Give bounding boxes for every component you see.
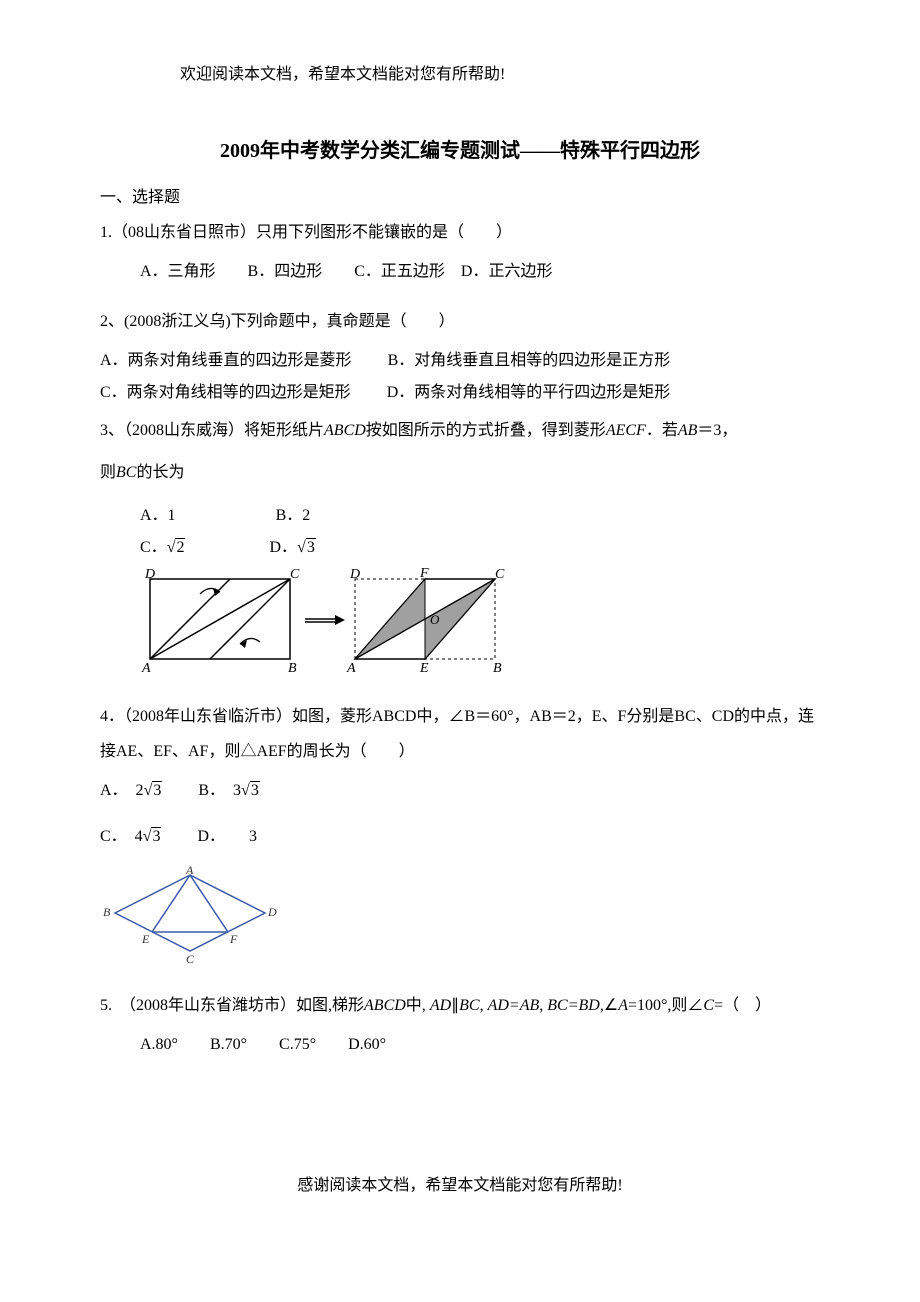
q5-stem-e: ,∠ [600, 997, 618, 1014]
q1-stem: 1.（08山东省日照市）只用下列图形不能镶嵌的是（ ） [100, 224, 512, 241]
q4-opt-b-pre: B． 3 [198, 782, 241, 799]
svg-text:D: D [349, 567, 360, 582]
q4-options-row1: A． 2 3 B． 3 3 [100, 775, 820, 807]
q5-stem-b: 中, [406, 997, 426, 1014]
q4-opt-a-pre: A． 2 [100, 782, 144, 799]
q5-stem-d: , [539, 997, 543, 1014]
q3-var-ab: AB [678, 422, 698, 439]
svg-text:C: C [290, 567, 300, 582]
q2-options-row2: C．两条对角线相等的四边形是矩形 D．两条对角线相等的平行四边形是矩形 [100, 377, 820, 409]
q5-var-ad: AD [430, 997, 451, 1014]
q3-figure: D C A B D F C A E B O [140, 564, 510, 684]
q5-var-bc: BC [459, 997, 479, 1014]
q3-opt-d-pre: D． [269, 539, 297, 556]
q4-opt-d: D． 3 [197, 828, 257, 845]
q2-opt-a: A．两条对角线垂直的四边形是菱形 [100, 352, 352, 369]
q5-var-bcbd: BC=BD [547, 997, 600, 1014]
q4-figure-block: A B D C E F [100, 863, 820, 978]
svg-text:B: B [493, 661, 502, 676]
svg-text:A: A [185, 863, 194, 877]
q3-stem-a: 3、（2008山东威海）将矩形纸片 [100, 422, 324, 439]
svg-text:D: D [267, 905, 277, 919]
q3-opt-d-rad: 3 [306, 538, 316, 556]
q4-opt-c-pre: C． 4 [100, 828, 143, 845]
q5-stem-a: 5. （2008年山东省潍坊市）如图,梯形 [100, 997, 364, 1014]
q2-options-row1: A．两条对角线垂直的四边形是菱形 B．对角线垂直且相等的四边形是正方形 [100, 345, 820, 377]
q3-opt-a: A．1 [140, 507, 176, 524]
svg-text:O: O [430, 612, 440, 627]
question-3: 3、（2008山东威海）将矩形纸片ABCD按如图所示的方式折叠，得到菱形AECF… [100, 413, 820, 448]
q2-opt-c: C．两条对角线相等的四边形是矩形 [100, 384, 351, 401]
question-1: 1.（08山东省日照市）只用下列图形不能镶嵌的是（ ） [100, 215, 820, 250]
svg-text:F: F [419, 566, 429, 581]
q5-stem-c: , [480, 997, 484, 1014]
svg-text:B: B [103, 905, 111, 919]
q3-stem-e: 则 [100, 464, 116, 481]
q5-var-a: A [618, 997, 628, 1014]
q5-var-adab: AD=AB [488, 997, 540, 1014]
q3-var-abcd: ABCD [324, 422, 366, 439]
q4-opt-a-rad: 3 [152, 781, 162, 799]
q3-var-bc: BC [116, 464, 136, 481]
q4-figure: A B D C E F [100, 863, 280, 973]
header-note: 欢迎阅读本文档，希望本文档能对您有所帮助! [180, 60, 820, 84]
question-4: 4．（2008年山东省临沂市）如图，菱形ABCD中，∠B＝60°，AB＝2，E、… [100, 699, 820, 769]
q3-options-row1: A．1 B．2 [140, 500, 820, 532]
question-5: 5. （2008年山东省潍坊市）如图,梯形ABCD中, AD∥BC, AD=AB… [100, 988, 820, 1023]
q2-opt-b: B．对角线垂直且相等的四边形是正方形 [388, 352, 671, 369]
svg-text:B: B [288, 661, 297, 676]
q3-stem-f: 的长为 [136, 464, 184, 481]
question-3-line2: 则BC的长为 [100, 455, 820, 490]
q5-var-c: C [703, 997, 714, 1014]
svg-text:F: F [229, 932, 238, 946]
q4-stem: 4．（2008年山东省临沂市）如图，菱形ABCD中，∠B＝60°，AB＝2，E、… [100, 708, 814, 760]
q4-opt-c-rad: 3 [151, 827, 161, 845]
q3-opt-c-pre: C． [140, 539, 167, 556]
svg-text:A: A [141, 661, 151, 676]
q3-var-aecf: AECF [606, 422, 646, 439]
q2-opt-d: D．两条对角线相等的平行四边形是矩形 [387, 384, 671, 401]
svg-text:E: E [141, 932, 150, 946]
q4-opt-b-rad: 3 [250, 781, 260, 799]
q2-stem: 2、(2008浙江义乌)下列命题中，真命题是（ ） [100, 313, 455, 330]
svg-text:E: E [419, 661, 429, 676]
q5-var-abcd: ABCD [364, 997, 406, 1014]
document-title: 2009年中考数学分类汇编专题测试——特殊平行四边形 [100, 134, 820, 163]
q3-options-and-figure: A．1 B．2 C． 2 D． 3 D C A B [140, 500, 820, 689]
svg-text:D: D [144, 567, 155, 582]
footer-note: 感谢阅读本文档，希望本文档能对您有所帮助! [100, 1171, 820, 1195]
q3-stem-b: 按如图所示的方式折叠，得到菱形 [366, 422, 606, 439]
svg-text:C: C [495, 567, 505, 582]
q3-stem-d: ＝3， [697, 422, 737, 439]
question-2: 2、(2008浙江义乌)下列命题中，真命题是（ ） [100, 304, 820, 339]
q5-stem-f: =100°,则∠ [628, 997, 703, 1014]
q3-options-row2: C． 2 D． 3 [140, 532, 820, 564]
q1-options: A．三角形 B．四边形 C．正五边形 D．正六边形 [140, 256, 820, 288]
q5-stem-g: =（ ） [714, 997, 771, 1014]
document-page: 欢迎阅读本文档，希望本文档能对您有所帮助! 2009年中考数学分类汇编专题测试—… [0, 0, 920, 1302]
section-1-label: 一、选择题 [100, 183, 820, 207]
q3-opt-b: B．2 [276, 507, 311, 524]
q5-options: A.80° B.70° C.75° D.60° [140, 1029, 820, 1061]
q4-options-row2: C． 4 3 D． 3 [100, 821, 820, 853]
q3-opt-c-rad: 2 [175, 538, 185, 556]
q3-stem-c: ．若 [646, 422, 678, 439]
svg-text:C: C [186, 952, 195, 966]
svg-text:A: A [346, 661, 356, 676]
